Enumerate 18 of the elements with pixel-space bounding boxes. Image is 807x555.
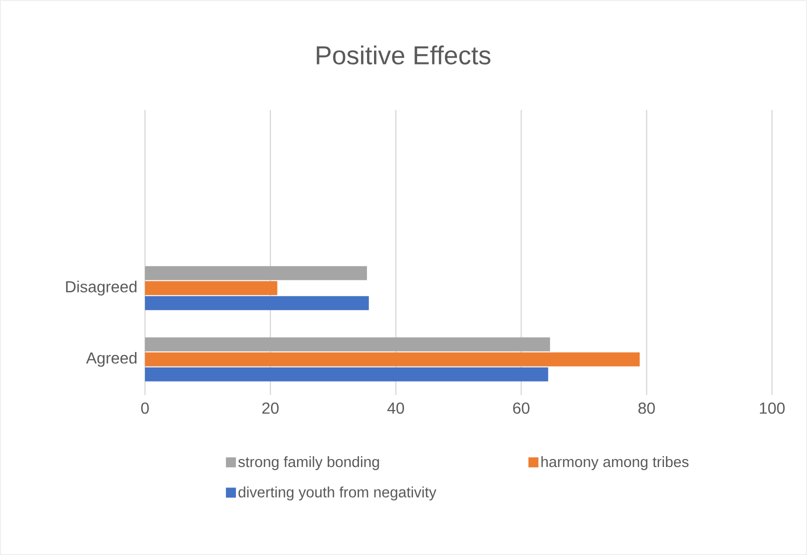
x-tick-label: 0 [141,402,149,414]
legend-label: harmony among tribes [541,456,689,470]
x-tick-label: 40 [387,402,404,414]
y-tick-label: Disagreed [66,280,136,296]
x-tick-label: 100 [760,402,785,414]
bar [145,352,640,366]
x-tick-label: 60 [513,402,530,414]
bar [145,367,548,382]
x-tick-label: 80 [638,402,655,414]
legend-label: diverting youth from negativity [238,486,436,500]
bar [145,296,369,310]
chart-title: Positive Effects [316,45,490,64]
y-tick-label: Agreed [86,352,136,367]
legend-label: strong family bonding [238,456,379,470]
bar [145,337,550,352]
bar [145,281,278,296]
x-tick-label: 20 [262,402,279,414]
bar [145,266,367,280]
